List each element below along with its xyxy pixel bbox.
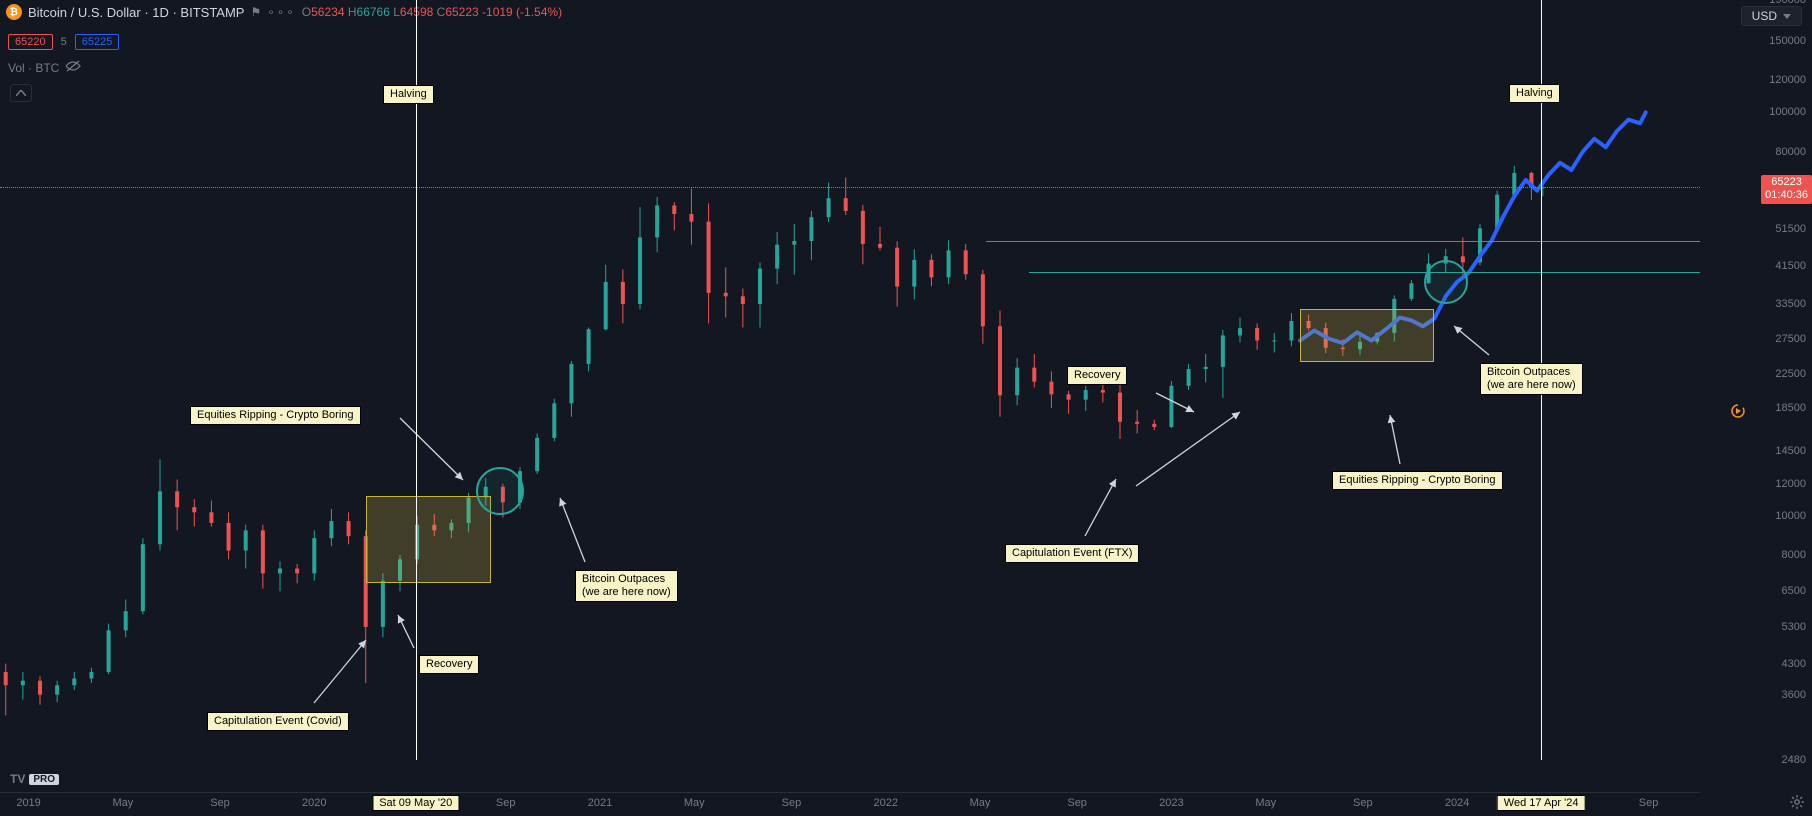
y-axis-tick: 120000 [1769, 74, 1806, 86]
y-axis-tick: 41500 [1775, 260, 1806, 272]
x-axis-tick: 2022 [873, 797, 897, 809]
y-axis-tick: 100000 [1769, 106, 1806, 118]
y-axis-tick: 3600 [1782, 689, 1806, 701]
chart-annotation[interactable]: Recovery [419, 655, 479, 674]
y-axis[interactable]: 1900001500001200001000008000065000515004… [1756, 0, 1812, 760]
y-axis-tick: 80000 [1775, 146, 1806, 158]
y-axis-tick: 4300 [1782, 658, 1806, 670]
chart-annotation[interactable]: Equities Ripping - Crypto Boring [190, 406, 361, 425]
y-axis-tick: 51500 [1775, 223, 1806, 235]
x-axis-tick: May [970, 797, 991, 809]
x-axis-tick: 2020 [302, 797, 326, 809]
y-axis-tick: 6500 [1782, 585, 1806, 597]
settings-gear-icon[interactable] [1790, 795, 1804, 812]
y-axis-tick: 150000 [1769, 35, 1806, 47]
x-axis-tick: Sep [1639, 797, 1659, 809]
y-axis-tick: 14500 [1775, 445, 1806, 457]
x-axis-date-marker: Sat 09 May '20 [372, 795, 459, 811]
y-axis-tick: 190000 [1769, 0, 1806, 6]
highlight-box [1300, 309, 1434, 362]
chart-area[interactable]: Halving Halving Equities Ripping - Crypto … [0, 0, 1700, 760]
breakout-circle [1424, 260, 1468, 304]
chart-annotation[interactable]: Bitcoin Outpaces(we are here now) [575, 570, 678, 602]
y-axis-tick: 22500 [1775, 368, 1806, 380]
x-axis-tick: 2023 [1159, 797, 1183, 809]
chart-annotation[interactable]: Halving [1509, 84, 1560, 103]
support-line [986, 241, 1700, 242]
x-axis-tick: Sep [210, 797, 230, 809]
chart-annotation[interactable]: Equities Ripping - Crypto Boring [1332, 471, 1503, 490]
y-axis-tick: 33500 [1775, 298, 1806, 310]
y-axis-tick: 5300 [1782, 621, 1806, 633]
tradingview-logo[interactable]: TV PRO [10, 772, 59, 786]
chart-annotation[interactable]: Capitulation Event (FTX) [1005, 544, 1139, 563]
chart-annotation[interactable]: Recovery [1067, 366, 1127, 385]
chart-annotation[interactable]: Halving [383, 85, 434, 104]
x-axis-tick: Sep [782, 797, 802, 809]
highlight-box [366, 496, 492, 583]
x-axis-tick: Sep [1067, 797, 1087, 809]
price-chart-svg [0, 0, 1700, 760]
x-axis-tick: May [684, 797, 705, 809]
chart-annotation[interactable]: Bitcoin Outpaces(we are here now) [1480, 363, 1583, 395]
support-line [1029, 272, 1700, 273]
y-axis-tick: 10000 [1775, 510, 1806, 522]
current-price-label: 6522301:40:36 [1761, 175, 1812, 203]
replay-icon[interactable] [1730, 403, 1746, 422]
x-axis-tick: 2024 [1445, 797, 1469, 809]
chart-annotation[interactable]: Capitulation Event (Covid) [207, 712, 349, 731]
y-axis-tick: 8000 [1782, 549, 1806, 561]
x-axis[interactable]: 2019 May Sep 2020 May Sep 2021 May Sep 2022 May Sep… [0, 792, 1700, 816]
y-axis-tick: 27500 [1775, 333, 1806, 345]
current-price-line [0, 187, 1700, 188]
x-axis-tick: Sep [496, 797, 516, 809]
y-axis-tick: 2480 [1782, 754, 1806, 766]
y-axis-tick: 12000 [1775, 478, 1806, 490]
x-axis-date-marker: Wed 17 Apr '24 [1497, 795, 1586, 811]
x-axis-tick: 2019 [16, 797, 40, 809]
halving-line [416, 0, 417, 760]
breakout-circle [476, 467, 524, 515]
x-axis-tick: May [1255, 797, 1276, 809]
y-axis-tick: 18500 [1775, 402, 1806, 414]
x-axis-tick: Sep [1353, 797, 1373, 809]
x-axis-tick: May [112, 797, 133, 809]
x-axis-tick: 2021 [588, 797, 612, 809]
